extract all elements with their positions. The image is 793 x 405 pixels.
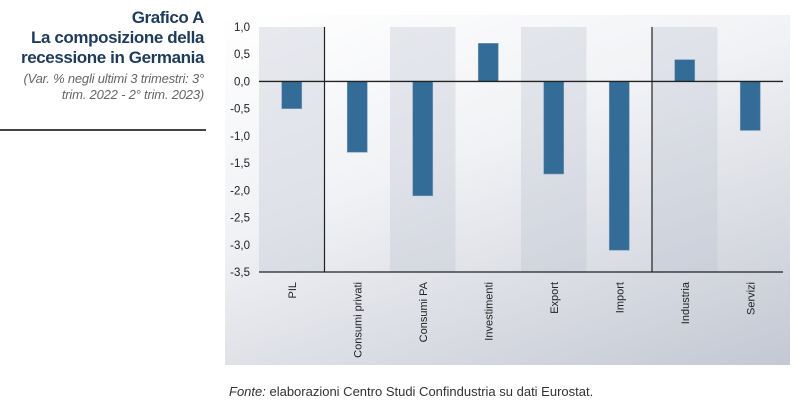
y-tick-label: -0,5 xyxy=(230,104,250,116)
y-tick-label: -1,5 xyxy=(230,158,250,170)
bar-consumi-privati xyxy=(346,81,368,153)
x-tick-label: Investimenti xyxy=(483,282,495,341)
x-tick-label: Consumi privati xyxy=(352,282,364,358)
y-tick-label: 0,0 xyxy=(234,76,250,88)
category-band xyxy=(259,27,325,272)
y-tick-label: -2,0 xyxy=(230,185,250,197)
chart-title-block: Grafico A La composizione della recessio… xyxy=(0,8,204,103)
y-tick-label: 0,5 xyxy=(234,49,250,61)
divider xyxy=(0,129,206,131)
y-tick-label: -1,0 xyxy=(230,131,250,143)
bar-export xyxy=(543,81,565,175)
y-tick-label: -3,5 xyxy=(230,267,250,279)
source-text: elaborazioni Centro Studi Confindustria … xyxy=(265,384,594,399)
bar-servizi xyxy=(739,81,761,131)
x-tick-label: Consumi PA xyxy=(418,281,430,342)
source-prefix: Fonte: xyxy=(229,384,266,399)
bar-import xyxy=(608,81,630,251)
bar-pil xyxy=(281,81,303,109)
bar-investimenti xyxy=(477,43,499,82)
y-tick-label: -3,0 xyxy=(230,240,250,252)
x-tick-label: Export xyxy=(549,282,561,314)
chart-panel xyxy=(225,15,790,365)
y-tick-label: -2,5 xyxy=(230,213,250,225)
chart-subtitle: (Var. % negli ultimi 3 trimestri: 3° tri… xyxy=(23,71,204,102)
y-tick-label: 1,0 xyxy=(234,22,250,34)
x-tick-label: Import xyxy=(614,282,626,313)
x-tick-label: Industria xyxy=(680,281,692,324)
source-note: Fonte: elaborazioni Centro Studi Confind… xyxy=(229,384,593,399)
chart-title: La composizione della recessione in Germ… xyxy=(20,28,204,67)
chart-label: Grafico A xyxy=(131,8,205,27)
x-tick-label: Servizi xyxy=(745,282,757,315)
bar-consumi-pa xyxy=(412,81,434,197)
x-tick-label: PIL xyxy=(287,282,299,299)
bar-industria xyxy=(674,59,696,82)
